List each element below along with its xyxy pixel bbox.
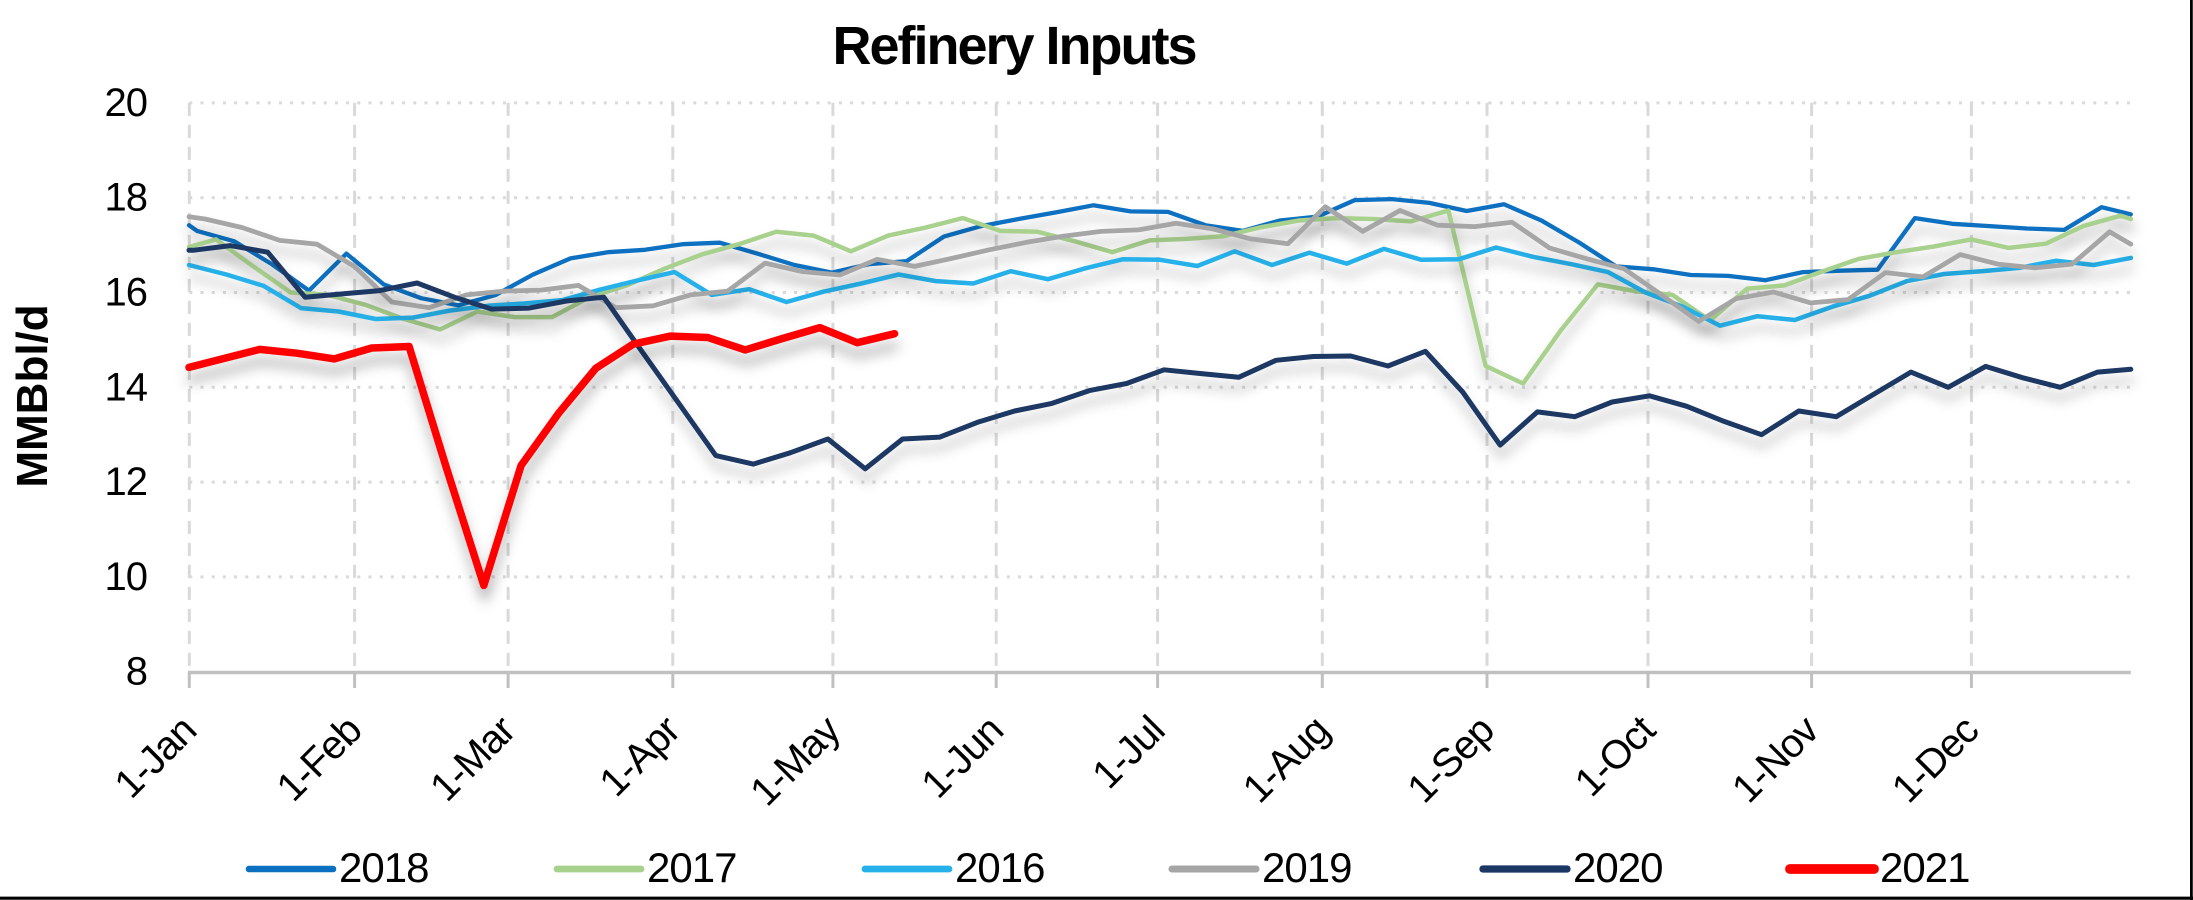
svg-text:10: 10 (105, 555, 148, 599)
svg-text:Refinery Inputs: Refinery Inputs (832, 16, 1195, 76)
svg-text:2016: 2016 (955, 844, 1044, 891)
svg-text:16: 16 (105, 271, 148, 315)
svg-text:1-Dec: 1-Dec (1884, 708, 1987, 811)
svg-text:1-Aug: 1-Aug (1235, 708, 1338, 811)
svg-text:20: 20 (105, 81, 148, 125)
svg-text:2021: 2021 (1880, 844, 1969, 891)
svg-text:2017: 2017 (647, 844, 736, 891)
svg-text:2020: 2020 (1573, 844, 1662, 891)
svg-text:1-Mar: 1-Mar (422, 708, 524, 810)
svg-text:1-Jul: 1-Jul (1084, 708, 1173, 797)
svg-text:1-Apr: 1-Apr (591, 708, 688, 805)
svg-text:1-Nov: 1-Nov (1724, 708, 1828, 812)
svg-text:12: 12 (105, 460, 148, 504)
svg-text:1-Sep: 1-Sep (1399, 708, 1502, 811)
svg-text:2018: 2018 (339, 844, 428, 891)
svg-text:14: 14 (105, 365, 148, 409)
svg-text:1-May: 1-May (742, 708, 849, 815)
svg-text:18: 18 (105, 176, 148, 220)
svg-text:2019: 2019 (1262, 844, 1351, 891)
svg-text:1-Oct: 1-Oct (1567, 708, 1664, 805)
svg-text:1-Feb: 1-Feb (268, 708, 369, 809)
svg-text:1-Jan: 1-Jan (106, 708, 204, 806)
svg-text:MMBbl/d: MMBbl/d (8, 304, 57, 487)
svg-text:1-Jun: 1-Jun (913, 708, 1011, 806)
svg-text:8: 8 (126, 650, 147, 694)
